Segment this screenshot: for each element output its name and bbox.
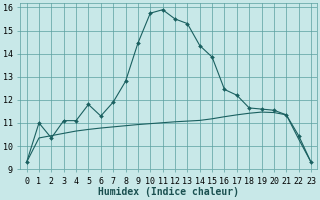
X-axis label: Humidex (Indice chaleur): Humidex (Indice chaleur) xyxy=(98,187,239,197)
